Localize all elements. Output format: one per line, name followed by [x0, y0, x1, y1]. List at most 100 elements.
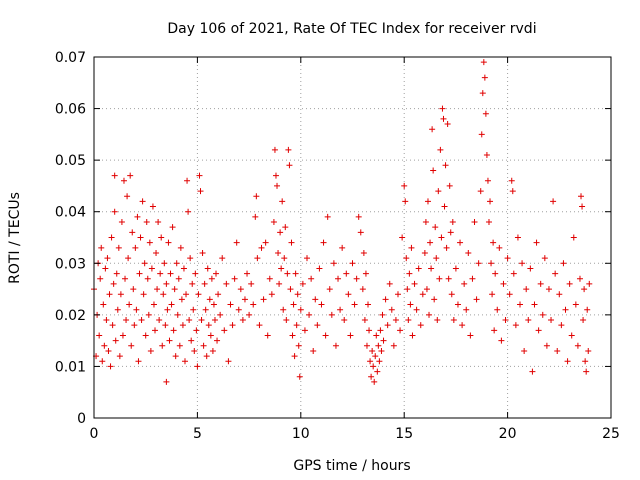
data-point: [191, 347, 198, 354]
data-point: [372, 353, 379, 360]
data-point: [404, 286, 411, 293]
data-point: [256, 322, 263, 329]
data-point: [297, 306, 304, 313]
data-point: [576, 275, 583, 282]
data-point: [244, 270, 251, 277]
data-point: [301, 327, 308, 334]
data-point: [341, 317, 348, 324]
data-point: [461, 280, 468, 287]
data-point: [445, 275, 452, 282]
data-point: [203, 353, 210, 360]
data-point: [147, 347, 154, 354]
data-point: [284, 270, 291, 277]
data-point: [378, 347, 385, 354]
data-point: [417, 322, 424, 329]
data-point: [183, 291, 190, 298]
data-point: [477, 188, 484, 195]
x-tick-label: 0: [90, 426, 99, 442]
data-point: [138, 317, 145, 324]
data-point: [270, 219, 277, 226]
data-point: [131, 322, 138, 329]
data-point: [498, 337, 505, 344]
data-point: [219, 255, 226, 262]
y-tick-label: 0.03: [55, 256, 86, 272]
data-point: [525, 317, 532, 324]
y-tick-label: 0.05: [55, 153, 86, 169]
data-point: [564, 358, 571, 365]
y-tick-label: 0: [77, 411, 86, 427]
data-point: [239, 317, 246, 324]
data-point: [231, 275, 238, 282]
data-point: [253, 193, 260, 200]
data-point: [282, 224, 289, 231]
data-point: [136, 270, 143, 277]
data-point: [210, 301, 217, 308]
data-point: [580, 317, 587, 324]
data-point: [169, 224, 176, 231]
data-point: [429, 126, 436, 133]
data-point: [134, 213, 141, 220]
data-point: [388, 306, 395, 313]
data-point: [285, 146, 292, 153]
data-point: [491, 327, 498, 334]
data-point: [199, 249, 206, 256]
data-point: [399, 234, 406, 241]
data-point: [248, 280, 255, 287]
data-point: [266, 275, 273, 282]
data-point: [306, 311, 313, 318]
data-point: [246, 311, 253, 318]
data-point: [545, 286, 552, 293]
data-point: [197, 188, 204, 195]
data-point: [116, 353, 123, 360]
data-point: [380, 337, 387, 344]
data-point: [365, 301, 372, 308]
data-point: [280, 306, 287, 313]
data-point: [326, 286, 333, 293]
data-point: [105, 347, 112, 354]
data-point: [310, 347, 317, 354]
data-point: [332, 342, 339, 349]
data-point: [424, 198, 431, 205]
data-point: [357, 229, 364, 236]
x-axis-label: GPS time / hours: [293, 458, 410, 474]
data-point: [292, 270, 299, 277]
data-point: [126, 301, 133, 308]
data-point: [572, 301, 579, 308]
data-point: [294, 291, 301, 298]
data-point: [368, 373, 375, 380]
data-point: [402, 198, 409, 205]
data-point: [288, 239, 295, 246]
data-point: [454, 301, 461, 308]
data-point: [158, 234, 165, 241]
data-point: [139, 198, 146, 205]
data-point: [274, 182, 281, 189]
data-point: [221, 327, 228, 334]
data-point: [343, 270, 350, 277]
data-point: [473, 296, 480, 303]
data-point: [409, 332, 416, 339]
data-point: [432, 224, 439, 231]
data-point: [114, 306, 121, 313]
data-point: [443, 244, 450, 251]
data-point: [96, 332, 103, 339]
data-point: [196, 172, 203, 179]
data-point: [100, 301, 107, 308]
data-point: [442, 162, 449, 169]
data-point: [272, 172, 279, 179]
data-point: [487, 198, 494, 205]
data-point: [556, 291, 563, 298]
data-point: [527, 265, 534, 272]
data-point: [361, 317, 368, 324]
data-point: [531, 301, 538, 308]
plot-frame: [93, 56, 612, 419]
data-point: [434, 317, 441, 324]
data-point: [484, 177, 491, 184]
data-point: [201, 280, 208, 287]
data-point: [120, 177, 127, 184]
data-point: [467, 332, 474, 339]
data-point: [98, 244, 105, 251]
data-point: [444, 121, 451, 128]
data-point: [369, 347, 376, 354]
y-tick-label: 0.06: [55, 102, 86, 118]
data-point: [268, 291, 275, 298]
